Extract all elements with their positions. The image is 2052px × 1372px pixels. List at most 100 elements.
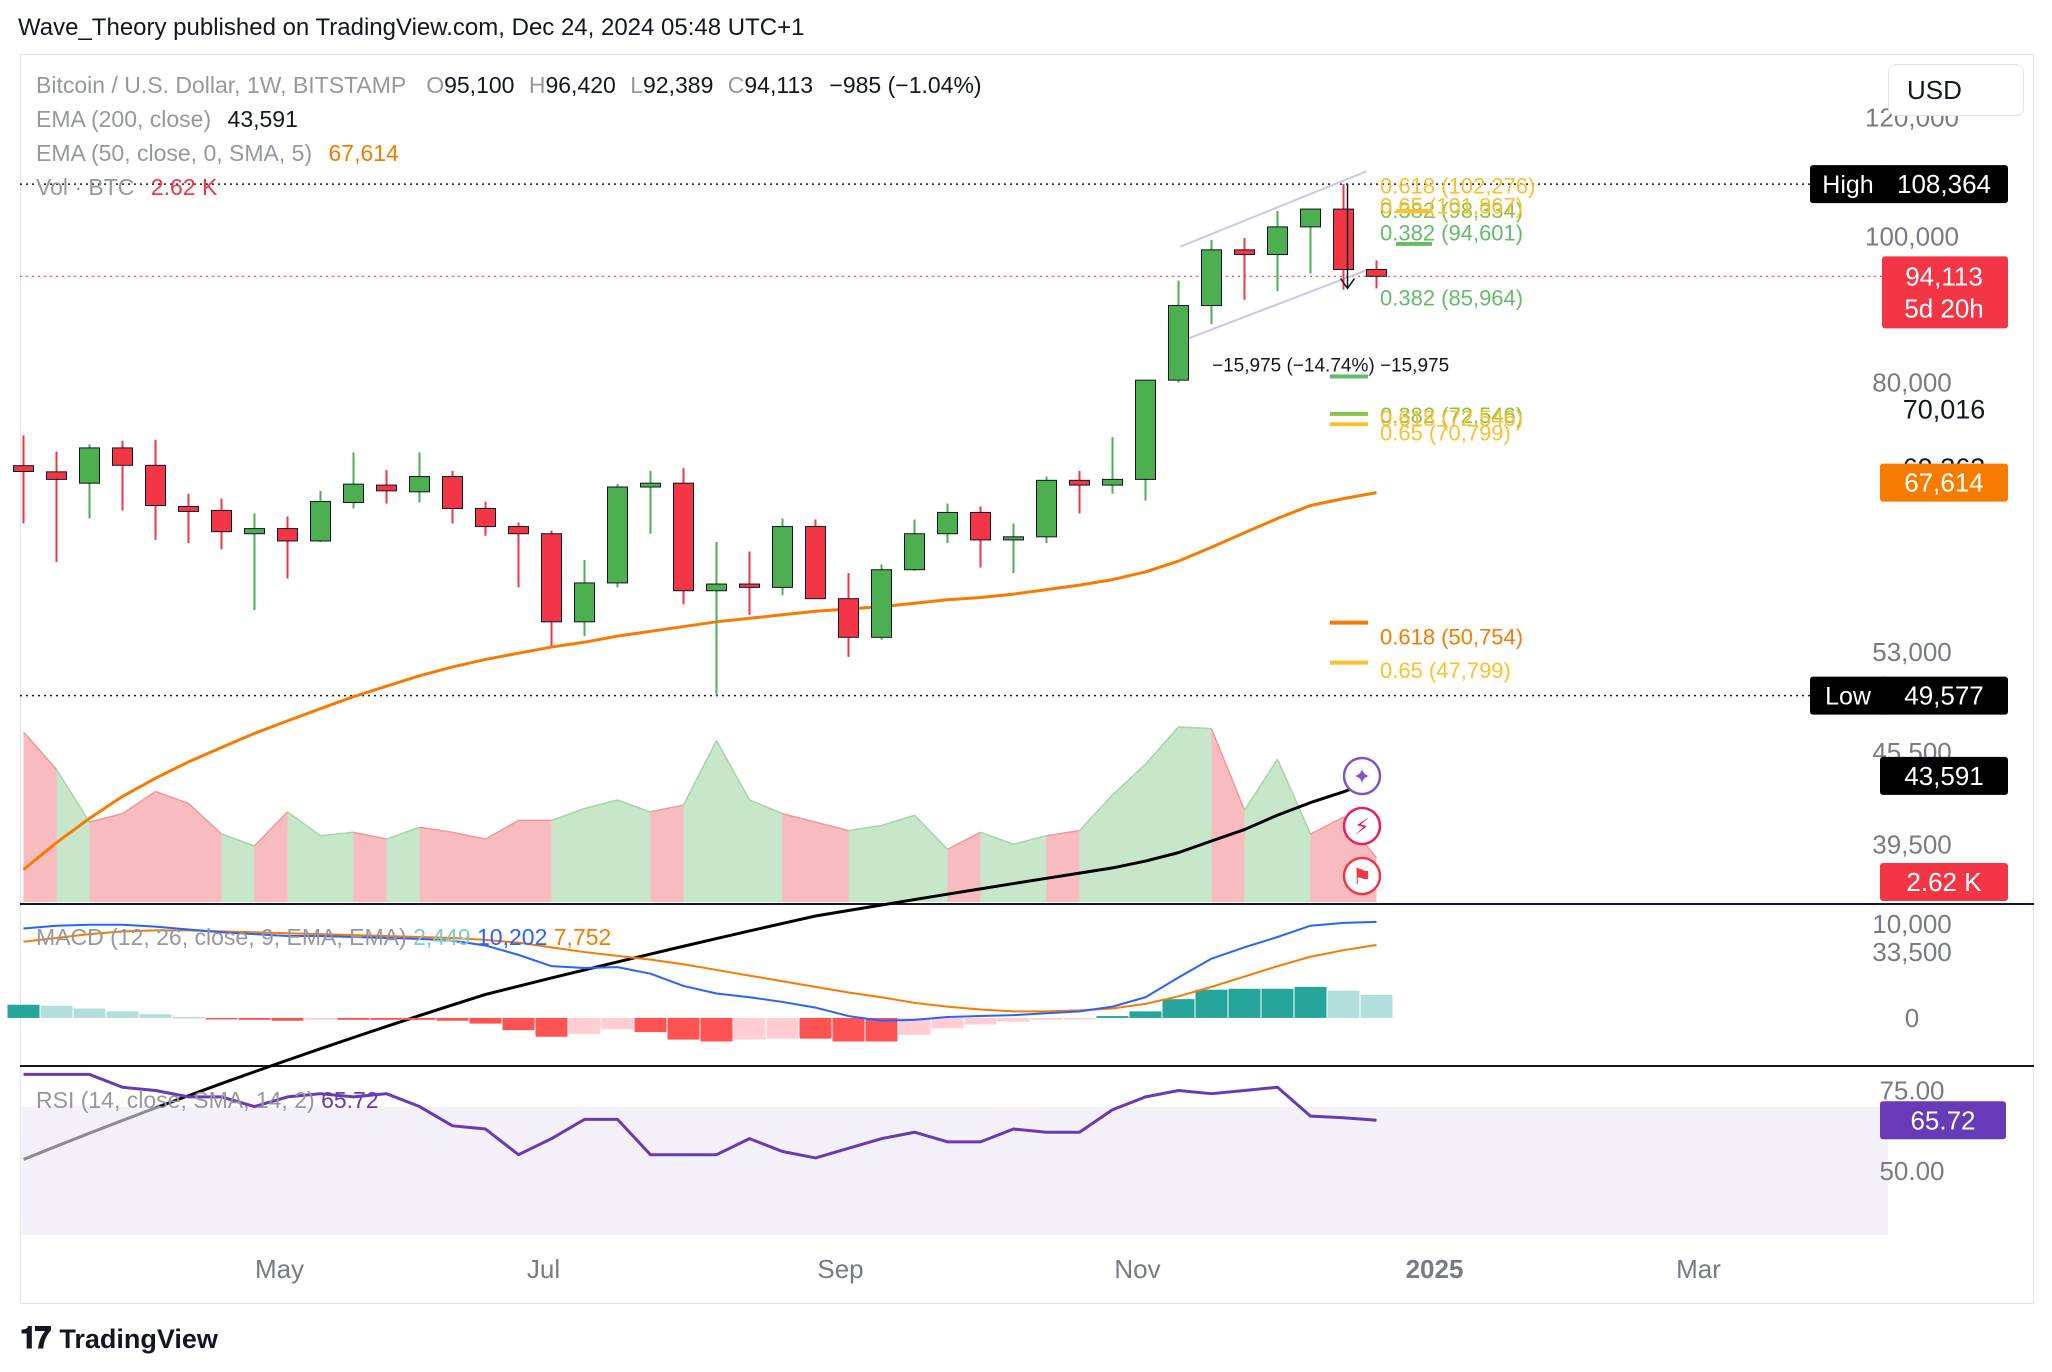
price-axis-tick: 53,000	[1872, 637, 1952, 667]
volume-edge	[947, 831, 981, 850]
ema50-price-label: 67,614	[1904, 468, 1984, 498]
volume-edge	[1046, 829, 1080, 837]
tradingview-brand: TradingView	[59, 1323, 218, 1354]
volume-area-segment	[1046, 830, 1080, 902]
rsi-legend: RSI (14, close, SMA, 14, 2) 65.72	[36, 1087, 379, 1113]
macd-histogram-bar	[865, 1017, 898, 1042]
macd-legend-value: 10,202	[477, 924, 554, 950]
current-price-label: 94,113	[1905, 261, 1983, 291]
candles-group	[13, 184, 1387, 696]
volume-edge	[55, 769, 91, 823]
volume-area-segment	[1145, 726, 1179, 902]
candle-body	[706, 583, 727, 592]
countdown-label: 5d 20h	[1904, 293, 1984, 323]
volume-area-segment	[188, 803, 222, 902]
volume-edge	[551, 807, 585, 822]
rsi-legend-value: 65.72	[321, 1087, 379, 1113]
macd-histogram-bar	[1360, 994, 1393, 1018]
volume-area-segment	[452, 832, 486, 902]
high-price-label-bg	[1880, 165, 2008, 204]
volume-area-segment	[1079, 794, 1113, 902]
volume-edge	[485, 819, 519, 840]
candle-body	[1135, 379, 1156, 480]
volume-edge	[155, 790, 189, 805]
candle-body	[640, 482, 661, 488]
candle-body	[838, 598, 859, 638]
volume-area-segment	[1277, 759, 1311, 902]
candle-body	[145, 464, 166, 506]
volume-edge	[353, 831, 387, 840]
candle-body	[937, 511, 958, 535]
macd-histogram-bar	[1261, 988, 1294, 1018]
candle-body	[1168, 305, 1189, 381]
low-value: 92,389	[643, 72, 714, 98]
volume-edge	[848, 824, 882, 832]
close-label: C	[727, 72, 745, 98]
macd-histogram-bar	[931, 1017, 964, 1029]
time-axis-tick: Mar	[1676, 1254, 1721, 1284]
close-value: 94,113	[744, 72, 814, 98]
volume-edge	[187, 802, 223, 835]
macd-histogram-bar	[634, 1017, 667, 1033]
volume-area-segment	[650, 805, 684, 902]
macd-line	[23, 920, 1377, 1022]
volume-area-segment	[221, 834, 255, 902]
candle-body	[112, 447, 133, 466]
macd-axis-tick: 0	[1905, 1003, 1919, 1033]
volume-edge	[320, 831, 354, 837]
candle-body	[376, 484, 397, 492]
volume-edge	[386, 826, 420, 840]
volume-area-segment	[419, 827, 453, 902]
legend-ema200-row: EMA (200, close) 43,591	[36, 106, 298, 133]
candle-body	[1366, 268, 1387, 277]
volume-edge	[1144, 726, 1180, 765]
rsi-legend-title: RSI (14, close, SMA, 14, 2)	[36, 1087, 321, 1113]
macd-histogram-bar	[799, 1017, 832, 1039]
macd-histogram-bar	[700, 1017, 733, 1042]
macd-histogram-bar	[535, 1017, 568, 1037]
macd-histogram-bar	[1294, 986, 1327, 1018]
ema50-value: 67,614	[328, 140, 399, 166]
lightning-icon[interactable]: ⚡	[1342, 806, 1382, 846]
us-flag-icon[interactable]: ⚑	[1342, 856, 1382, 896]
candle-body	[574, 582, 595, 623]
fib-level-label: 0.382 (85,964)	[1380, 285, 1523, 310]
sparkle-icon-ring	[1342, 756, 1382, 796]
candle-body	[310, 501, 331, 542]
volume-area-segment	[122, 791, 156, 902]
candle-body	[1036, 479, 1057, 538]
volume-edge	[89, 812, 123, 823]
volume-value: 2.62 K	[150, 174, 218, 200]
candle-body	[772, 526, 793, 588]
tradingview-logo[interactable]: 𝟏𝟕 TradingView	[20, 1322, 218, 1356]
candle-body	[508, 526, 529, 535]
volume-edge	[980, 831, 1014, 845]
rsi-axis-tick: 50.00	[1879, 1156, 1944, 1186]
sparkle-icon[interactable]: ✦	[1342, 756, 1382, 796]
candle-body	[211, 509, 232, 533]
volume-area-segment	[1013, 835, 1047, 902]
volume-edge	[1210, 728, 1246, 811]
fib-level-marker	[1396, 209, 1432, 214]
volume-area-segment	[485, 820, 519, 902]
candle-body	[1267, 226, 1288, 256]
fib-level-label: 0.618 (102,276)	[1380, 173, 1535, 198]
currency-button[interactable]: USD	[1888, 64, 2024, 116]
volume-label: Vol · BTC	[36, 174, 135, 200]
macd-histogram-bar	[436, 1017, 469, 1021]
chart-frame	[20, 54, 2034, 1304]
ema50-line	[22, 491, 1377, 871]
fib-level-label: 0.382 (72,546)	[1380, 403, 1523, 428]
high-tag-bg	[1810, 165, 1886, 204]
rsi-band	[20, 1106, 1888, 1235]
volume-area-segment	[1244, 759, 1278, 902]
measure-label: −15,975 (−14.74%) −15,975	[1212, 356, 1449, 377]
tradingview-mark-icon: 𝟏𝟕	[20, 1322, 51, 1355]
volume-area-segment	[320, 832, 354, 902]
candle-body	[1102, 478, 1123, 486]
macd-histogram-bar	[1327, 990, 1360, 1018]
us-flag-icon-ring	[1342, 856, 1382, 896]
volume-edge	[287, 811, 321, 837]
volume-edge	[221, 833, 255, 847]
